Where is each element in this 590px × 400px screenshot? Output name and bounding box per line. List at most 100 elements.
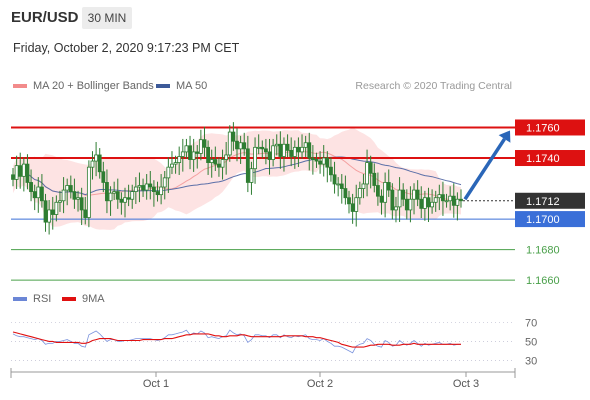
level-label: 1.1740: [526, 153, 560, 165]
candle-body: [68, 185, 73, 193]
candle-body: [249, 168, 254, 183]
candle-body: [209, 159, 214, 163]
candle-body: [419, 198, 424, 209]
candle-body: [152, 186, 156, 193]
rsi-tick-label: 50: [525, 336, 537, 348]
candle-body: [459, 198, 463, 202]
candle-body: [386, 182, 391, 191]
legend-ma20-label: MA 20 + Bollinger Bands: [33, 80, 154, 92]
candle-body: [430, 201, 434, 208]
candle-body: [115, 191, 120, 200]
x-tick-label: Oct 3: [453, 378, 479, 390]
candle-body: [451, 195, 456, 206]
candle-body: [220, 159, 225, 168]
candle-body: [336, 183, 341, 186]
candle-body: [144, 183, 149, 191]
candle-body: [227, 131, 232, 156]
candle-body: [123, 197, 127, 203]
candle-body: [256, 146, 261, 149]
candle-body: [83, 209, 88, 218]
legend-ma50-label: MA 50: [176, 80, 208, 92]
candle-body: [343, 188, 348, 199]
level-tag-last: [515, 192, 585, 209]
candle-body: [126, 197, 131, 200]
candle-body: [166, 166, 171, 179]
candle-body: [40, 186, 44, 202]
candle-body: [133, 186, 138, 193]
candle-body: [455, 198, 460, 206]
x-tick-label: Oct 2: [307, 378, 333, 390]
projection-arrow-head: [498, 130, 511, 143]
candle-body: [260, 146, 265, 150]
candle-body: [141, 185, 145, 191]
candle-body: [76, 197, 80, 200]
candle-body: [415, 189, 420, 200]
candle-body: [390, 189, 395, 211]
candle-body: [72, 191, 77, 200]
candle-body: [329, 166, 333, 176]
rsi-9ma-line: [12, 331, 461, 348]
candle-body: [11, 174, 15, 180]
candle-body: [32, 191, 37, 199]
candle-body: [437, 194, 442, 199]
candle-body: [94, 154, 98, 162]
candle-body: [97, 154, 102, 173]
candle-body: [206, 146, 210, 163]
candle-body: [372, 172, 377, 186]
candle-body: [43, 200, 48, 223]
candle-body: [422, 197, 427, 209]
candle-body: [426, 197, 431, 208]
candle-body: [397, 189, 402, 208]
level-label: 1.1760: [526, 122, 560, 134]
candle-body: [321, 157, 326, 165]
candle-body: [332, 174, 337, 185]
level-tag-resistance: [515, 150, 585, 167]
candle-body: [242, 142, 247, 150]
candle-body: [25, 163, 30, 183]
candle-body: [108, 192, 113, 202]
candle-body: [408, 198, 413, 211]
date-line: Friday, October 2, 2020 9:17:23 PM CET: [13, 41, 240, 55]
candle-body: [202, 139, 207, 148]
candle-body: [86, 166, 91, 218]
legend-ma20: MA 20 + Bollinger Bands: [13, 80, 154, 92]
candle-body: [376, 185, 380, 197]
chart-header: EUR/USD 30 MIN: [0, 0, 590, 38]
rsi-tick-label: 70: [525, 317, 537, 329]
candle-body: [105, 182, 109, 202]
candle-body: [401, 189, 406, 200]
candle-body: [289, 149, 294, 157]
candle-body: [365, 162, 369, 185]
candle-body: [245, 148, 250, 183]
candle-body: [292, 146, 297, 157]
candle-body: [314, 159, 319, 162]
level-label: 1.1680: [526, 245, 560, 257]
candle-body: [119, 198, 124, 203]
timeframe-button[interactable]: 30 MIN: [82, 7, 132, 29]
pair-title: EUR/USD: [11, 9, 79, 26]
candle-body: [394, 206, 398, 211]
candle-body: [162, 177, 167, 188]
candle-body: [278, 143, 283, 157]
projection-arrow-shaft: [463, 137, 506, 201]
candle-body: [267, 151, 272, 160]
legend-ma50: MA 50: [156, 80, 207, 92]
candle-body: [180, 151, 185, 157]
candle-body: [379, 195, 384, 203]
level-tag-support: [515, 211, 585, 228]
level-label: 1.1712: [526, 196, 560, 208]
candle-body: [79, 197, 84, 211]
candle-body: [433, 197, 438, 203]
candle-body: [36, 186, 41, 199]
level-label: 1.1660: [526, 275, 560, 287]
candle-body: [282, 143, 286, 157]
candle-body: [231, 131, 236, 142]
candle-body: [264, 148, 268, 153]
candle-body: [54, 201, 59, 215]
candle-body: [274, 143, 279, 147]
candle-body: [361, 183, 366, 189]
ma20-swatch: [13, 84, 27, 89]
legend-rsi: RSI: [13, 293, 51, 305]
legend-rsi-label: RSI: [33, 293, 52, 305]
candle-body: [61, 189, 66, 202]
